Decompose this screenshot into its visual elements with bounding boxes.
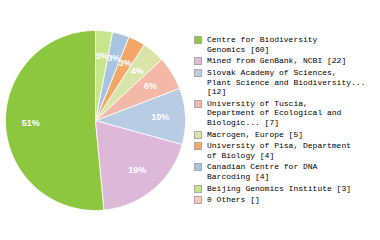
html-text:Canadian Centre for DNA Barcod: Canadian Centre for DNA Barcoding [4] — [207, 162, 318, 181]
svg-text:10%: 10% — [151, 112, 169, 122]
svg-text:3%: 3% — [119, 58, 132, 68]
svg-text:6%: 6% — [144, 81, 157, 91]
html-text:Mined from GenBank, NCBI [22]: Mined from GenBank, NCBI [22] — [207, 56, 347, 66]
html-text:University of Pisa, Department: University of Pisa, Department of Biolog… — [207, 141, 351, 160]
svg-text:4%: 4% — [131, 66, 144, 76]
svg-text:3%: 3% — [107, 53, 120, 63]
svg-text:3%: 3% — [95, 51, 108, 61]
html-text:Macrogen, Europe [5]: Macrogen, Europe [5] — [207, 129, 303, 139]
html-text:Centre for Biodiversity Genomi: Centre for Biodiversity Genomics [60] — [207, 35, 318, 54]
svg-text:19%: 19% — [128, 165, 146, 175]
html-text:Slovak Academy of Sciences, Pl: Slovak Academy of Sciences, Plant Scienc… — [207, 68, 366, 97]
html-text:University of Tuscia, Departme: University of Tuscia, Department of Ecol… — [207, 98, 342, 127]
svg-text:51%: 51% — [22, 118, 40, 128]
html-text:Beijing Genomics Institute [3]: Beijing Genomics Institute [3] — [207, 183, 351, 193]
html-text:0 Others []: 0 Others [] — [207, 195, 260, 205]
